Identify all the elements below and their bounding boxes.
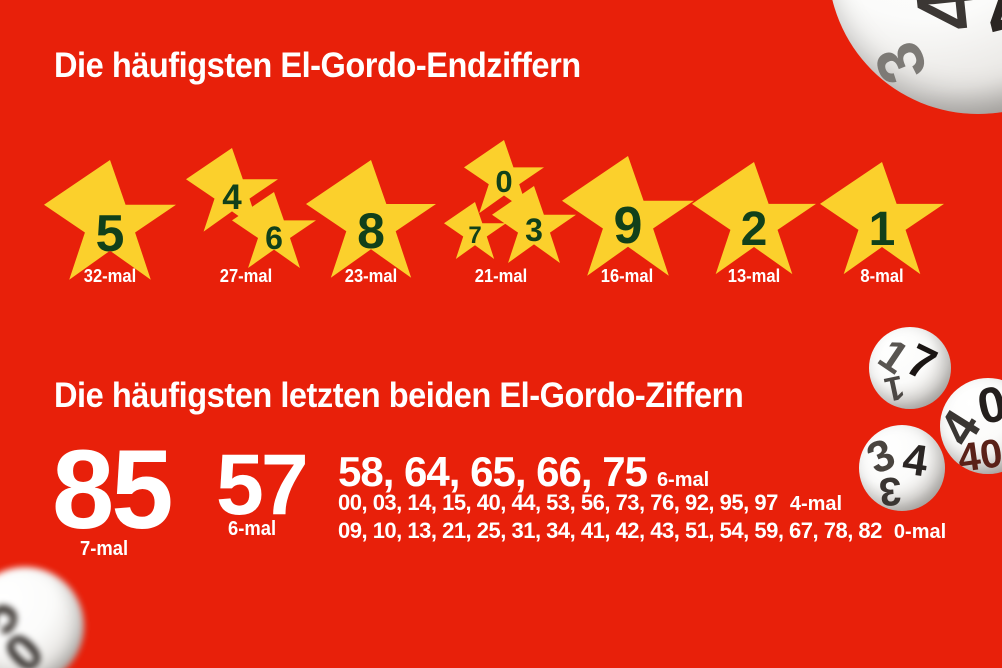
count-label-32-mal: 32-mal [83,266,137,286]
top-number-57: 57 [216,437,309,533]
star-group-0-7-3: 0 7 3 [438,140,588,300]
number-row-values: 00, 03, 14, 15, 40, 44, 53, 56, 73, 76, … [338,490,778,515]
number-row-values: 58, 64, 65, 66, 75 [338,448,648,495]
star-group-4-6: 4 6 [184,140,324,300]
star-digit: 8 [357,203,385,259]
section-heading-letzten-beiden: Die häufigsten letzten beiden El-Gordo-Z… [54,376,744,415]
top-number-85-count: 7-mal [80,538,129,560]
number-row-4-mal: 00, 03, 14, 15, 40, 44, 53, 56, 73, 76, … [338,490,842,516]
top-number-57-count: 6-mal [228,518,277,540]
star-group-1: 1 [820,140,956,300]
star-digit: 0 [495,164,513,199]
lottery-ball-digit: 40 [955,431,1002,474]
lottery-ball-34: 3 4 3 [859,425,945,511]
star-shape: 9 [562,156,694,276]
star-shape: 1 [820,162,944,275]
lottery-ball-top-right: 4 4 3 [828,0,1002,114]
lottery-ball-17: 1 7 1 [869,327,951,409]
star-digit: 5 [95,205,125,263]
star-digit: 4 [222,178,242,217]
lottery-ball-digit: 3 [877,468,903,511]
count-label-8-mal: 8-mal [860,266,904,286]
star-group-5: 5 [44,140,184,300]
section-heading-endziffern: Die häufigsten El-Gordo-Endziffern [54,46,581,85]
lottery-ball-40: 4 0 40 [940,378,1002,474]
count-label-16-mal: 16-mal [600,266,654,286]
star-group-8: 8 [306,140,446,300]
number-row-count: 4-mal [789,493,843,515]
top-number-85: 85 [52,427,174,552]
star-digit: 6 [265,220,283,256]
number-row-count: 0-mal [893,521,947,543]
count-label-23-mal: 23-mal [344,266,398,286]
star-group-2: 2 [692,140,828,300]
star-group-9: 9 [562,140,702,300]
count-label-13-mal: 13-mal [727,266,781,286]
number-row-0-mal: 09, 10, 13, 21, 25, 31, 34, 41, 42, 43, … [338,518,946,544]
star-digit: 9 [613,197,643,255]
count-label-21-mal: 21-mal [474,266,528,286]
lottery-ball-digit: 4 [897,0,999,36]
star-digit: 3 [525,212,543,248]
star-digit: 1 [868,203,896,256]
lottery-ball-bottom-left: 5 0 [0,567,84,668]
star-digit: 2 [740,203,768,256]
lottery-ball-digit: 0 [0,622,56,668]
number-row-values: 09, 10, 13, 21, 25, 31, 34, 41, 42, 43, … [338,518,882,543]
number-row-6-mal: 58, 64, 65, 66, 75 6-mal [338,448,709,496]
number-row-count: 6-mal [656,469,710,491]
star-digit: 7 [468,222,482,249]
lottery-ball-digit: 4 [899,434,931,487]
count-label-27-mal: 27-mal [219,266,273,286]
star-shape: 2 [692,162,816,275]
lottery-ball-digit: 3 [859,32,942,94]
star-shape: 7 [444,202,506,259]
